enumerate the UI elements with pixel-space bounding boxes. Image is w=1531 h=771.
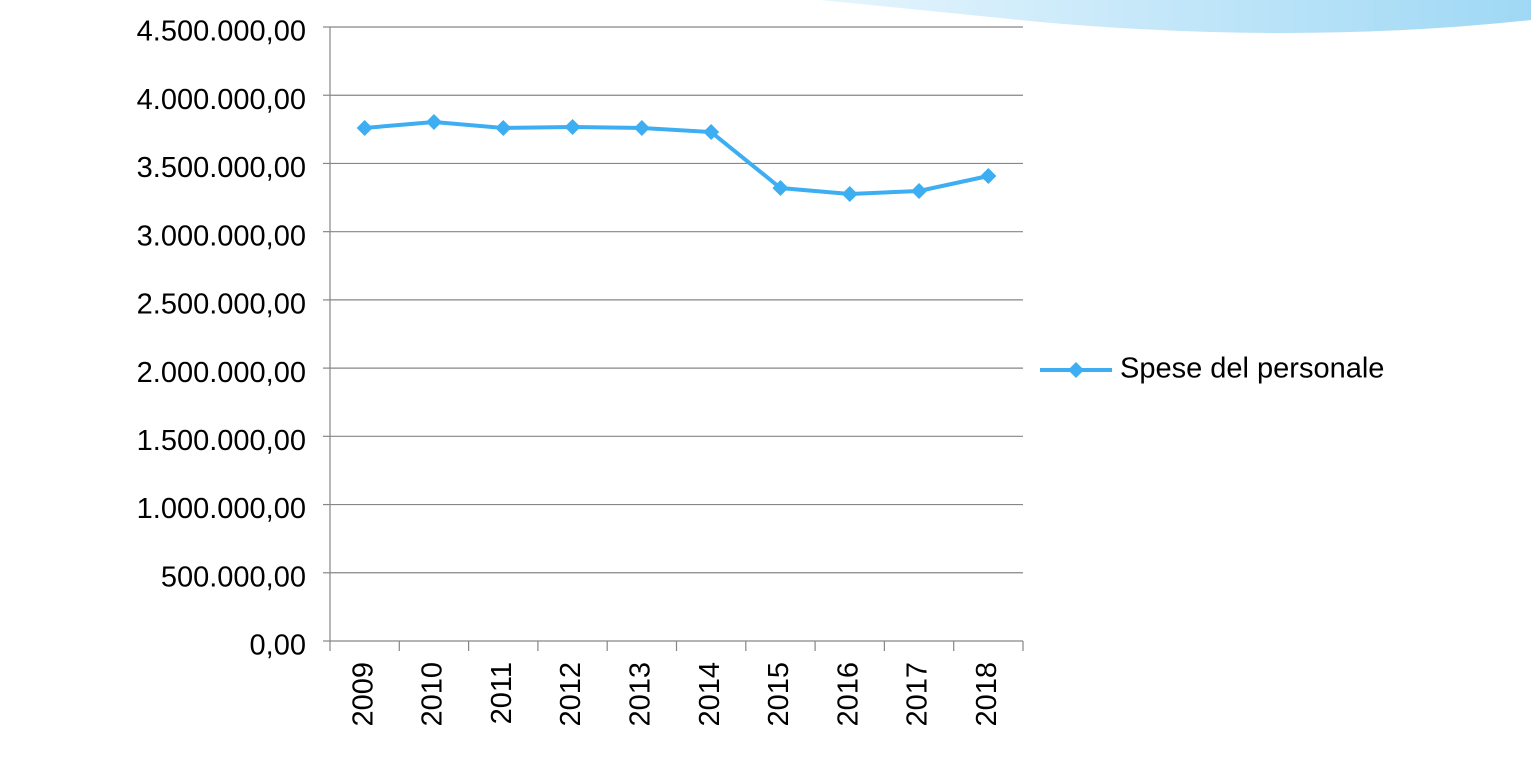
x-tick-label: 2013 (625, 662, 657, 727)
data-point (495, 119, 512, 136)
x-tick-label: 2017 (902, 662, 934, 727)
data-point (703, 124, 720, 141)
x-tick-label: 2014 (694, 662, 726, 727)
y-tick-label: 4.000.000,00 (137, 84, 306, 116)
data-point (425, 113, 442, 130)
x-tick-label: 2016 (832, 662, 864, 727)
x-tick-label: 2012 (555, 662, 587, 727)
data-point (980, 167, 997, 184)
y-tick-label: 0,00 (250, 630, 306, 662)
data-point (356, 119, 373, 136)
data-point (564, 119, 581, 136)
data-point (772, 180, 789, 197)
x-tick-label: 2011 (486, 662, 518, 724)
y-tick-label: 1.000.000,00 (137, 493, 306, 525)
series-line (364, 119, 989, 197)
data-point (911, 183, 928, 200)
y-tick-label: 1.500.000,00 (137, 425, 306, 457)
x-tick-label: 2010 (417, 662, 449, 727)
y-tick-label: 2.000.000,00 (137, 357, 306, 389)
x-tick-label: 2009 (347, 662, 379, 727)
y-tick-label: 500.000,00 (161, 561, 306, 593)
y-tick-label: 3.500.000,00 (137, 152, 306, 184)
data-point (841, 186, 858, 203)
decoration (820, 0, 1531, 34)
y-tick-label: 3.000.000,00 (137, 220, 306, 252)
x-tick-label: 2018 (971, 662, 1003, 727)
y-tick-label: 4.500.000,00 (137, 16, 306, 48)
legend-marker (1068, 362, 1084, 378)
y-tick-label: 2.500.000,00 (137, 289, 306, 321)
x-tick-label: 2015 (763, 662, 795, 727)
data-point (633, 119, 650, 136)
legend-label: Spese del personale (1120, 353, 1384, 385)
